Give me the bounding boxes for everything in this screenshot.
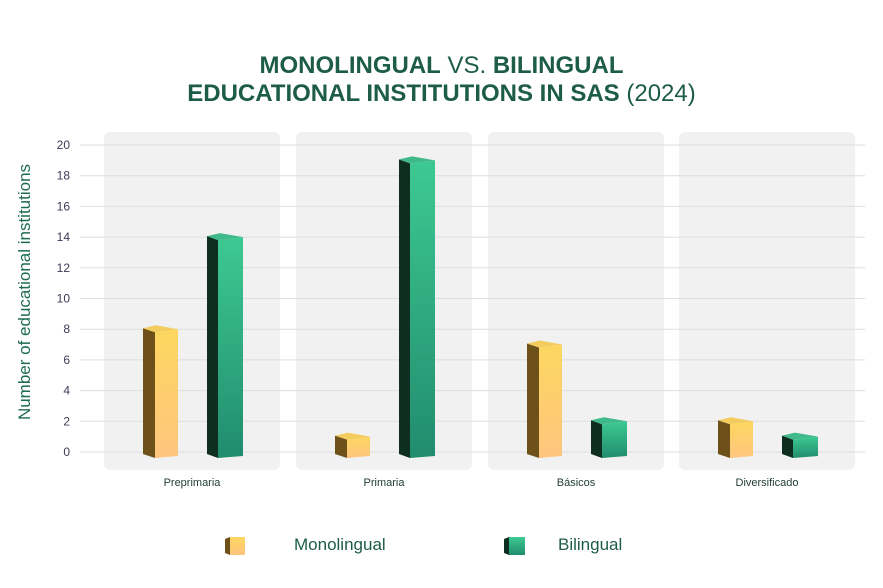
bar-front	[347, 436, 370, 458]
bar-top	[335, 432, 370, 440]
bar-top	[591, 417, 627, 425]
bar-monolingual	[335, 432, 370, 458]
x-category-label: Básicos	[557, 477, 596, 489]
y-tick-label: 0	[63, 445, 70, 459]
bar-bilingual	[591, 417, 627, 458]
bar-front	[793, 436, 818, 458]
bar-front	[539, 344, 562, 458]
bar-top	[527, 340, 562, 348]
chart-title-line1: MONOLINGUAL VS. BILINGUAL	[0, 52, 883, 80]
y-tick-label: 14	[57, 230, 71, 244]
y-axis-label: Number of educational institutions	[15, 164, 34, 420]
y-tick-label: 12	[57, 261, 71, 275]
title-main: EDUCATIONAL INSTITUTIONS IN SAS	[187, 80, 620, 107]
bar-bilingual	[782, 432, 818, 458]
bar-monolingual	[527, 340, 562, 458]
bar-top	[718, 417, 753, 425]
bar-bilingual	[207, 233, 243, 458]
title-monolingual: MONOLINGUAL	[259, 52, 441, 79]
y-tick-label: 18	[57, 169, 71, 183]
y-tick-label: 2	[63, 414, 70, 428]
legend-monolingual: Monolingual	[294, 535, 386, 554]
bar-front	[602, 421, 627, 458]
bar-top	[782, 432, 818, 440]
y-tick-label: 10	[57, 292, 71, 306]
bar-side	[143, 328, 155, 458]
title-vs: VS.	[440, 52, 493, 79]
category-panel	[488, 132, 664, 470]
y-tick-label: 16	[57, 199, 71, 213]
bar-front	[410, 160, 435, 458]
y-tick-label: 4	[63, 384, 70, 398]
bar-side	[399, 159, 410, 458]
category-panel	[679, 132, 855, 470]
bar-side	[207, 236, 218, 458]
bar-side	[335, 435, 347, 458]
x-category-label: Preprimaria	[164, 477, 222, 489]
title-bilingual: BILINGUAL	[492, 52, 624, 79]
bar-bilingual	[399, 156, 435, 458]
bar-top	[207, 233, 243, 241]
bar-side	[718, 420, 730, 458]
bar-front	[730, 421, 753, 458]
y-tick-label: 8	[63, 322, 70, 336]
category-panel	[296, 132, 472, 470]
y-tick-label: 6	[63, 353, 70, 367]
bar-front	[155, 329, 178, 458]
bar-monolingual	[143, 325, 178, 458]
chart-title-line2: EDUCATIONAL INSTITUTIONS IN SAS (2024)	[0, 80, 883, 108]
bar-monolingual	[718, 417, 753, 458]
bar-side	[591, 420, 602, 458]
legend-bilingual: Bilingual	[558, 535, 623, 554]
bar-top	[399, 156, 435, 164]
title-year: (2024)	[619, 80, 696, 107]
bar-top	[143, 325, 178, 333]
x-category-label: Diversificado	[736, 477, 799, 489]
bar-front	[218, 237, 243, 458]
x-category-label: Primaria	[364, 477, 406, 489]
bar-side	[782, 435, 793, 458]
bar-side	[527, 343, 539, 458]
y-tick-label: 20	[57, 138, 71, 152]
category-panel	[104, 132, 280, 470]
